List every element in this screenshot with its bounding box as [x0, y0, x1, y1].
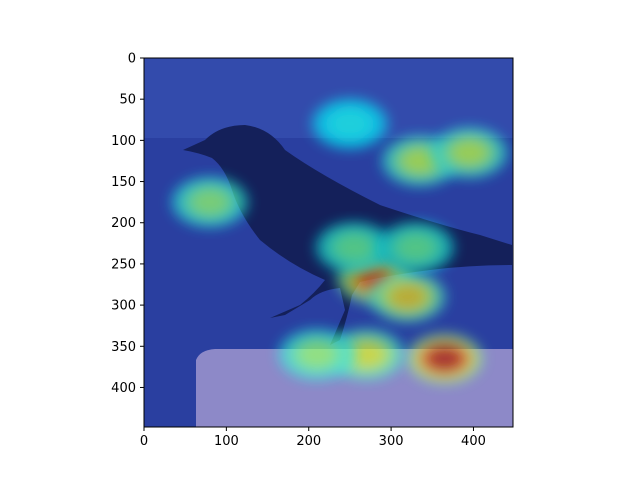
y-tick-label: 300 — [111, 299, 136, 314]
heat-overlay — [170, 97, 509, 385]
y-tick-label: 0 — [128, 52, 136, 67]
x-tick-label: 100 — [214, 434, 239, 449]
x-tick-label: 0 — [140, 434, 148, 449]
y-tick-label: 350 — [111, 340, 136, 355]
y-tick-label: 250 — [111, 257, 136, 272]
x-tick-label: 200 — [296, 434, 321, 449]
x-tick-label: 400 — [461, 434, 486, 449]
heat-hotspot — [376, 221, 456, 274]
heat-hotspot — [368, 270, 448, 324]
plot-area — [144, 58, 513, 427]
y-tick-label: 50 — [119, 93, 136, 108]
heat-hotspot — [277, 328, 357, 381]
y-tick-label: 200 — [111, 216, 136, 231]
heat-hotspot — [170, 175, 250, 229]
heat-hotspot — [405, 332, 485, 385]
heat-hotspot — [429, 126, 509, 180]
y-tick-label: 400 — [111, 381, 136, 396]
heat-hotspot — [380, 134, 460, 188]
heat-hotspot — [310, 97, 390, 151]
y-tick-label: 100 — [111, 134, 136, 149]
x-axis: 0 100 200 300 400 — [140, 427, 486, 449]
heat-hotspot — [314, 221, 394, 274]
axes-frame — [143, 57, 514, 428]
y-axis: 0 50 100 150 200 250 300 350 400 — [111, 52, 144, 396]
y-tick-label: 150 — [111, 175, 136, 190]
x-tick-label: 300 — [379, 434, 404, 449]
